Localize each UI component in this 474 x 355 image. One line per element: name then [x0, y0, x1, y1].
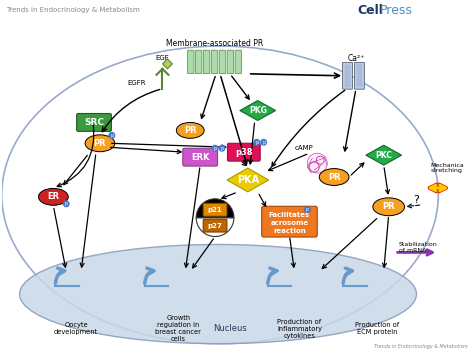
FancyBboxPatch shape — [356, 65, 362, 87]
FancyArrowPatch shape — [145, 268, 154, 283]
Text: p: p — [220, 146, 224, 151]
Wedge shape — [196, 218, 234, 236]
Text: PKG: PKG — [249, 106, 267, 115]
Text: SRC: SRC — [84, 118, 104, 127]
Polygon shape — [227, 168, 269, 192]
Text: Cell: Cell — [357, 4, 383, 17]
FancyBboxPatch shape — [227, 50, 234, 73]
Text: Stabilization
of mRNA: Stabilization of mRNA — [399, 242, 438, 253]
Wedge shape — [196, 199, 234, 218]
Text: Production of
ECM protein: Production of ECM protein — [355, 322, 399, 335]
Ellipse shape — [109, 132, 115, 139]
Text: Membrane-associated PR: Membrane-associated PR — [166, 39, 264, 48]
Text: p38: p38 — [235, 148, 253, 157]
FancyArrowPatch shape — [268, 268, 277, 283]
Ellipse shape — [38, 189, 68, 205]
Ellipse shape — [19, 245, 417, 344]
Text: Press: Press — [380, 4, 413, 17]
Text: Nucleus: Nucleus — [213, 324, 247, 333]
Text: p: p — [213, 146, 217, 151]
FancyBboxPatch shape — [343, 62, 353, 89]
FancyBboxPatch shape — [188, 50, 194, 73]
FancyBboxPatch shape — [228, 143, 260, 161]
Ellipse shape — [260, 139, 267, 146]
Text: acrosome: acrosome — [270, 220, 309, 226]
Text: p21: p21 — [208, 207, 222, 213]
FancyBboxPatch shape — [183, 148, 218, 166]
Text: Facilitates: Facilitates — [269, 212, 310, 218]
FancyBboxPatch shape — [262, 206, 317, 237]
Text: p: p — [306, 207, 309, 212]
Text: p: p — [255, 140, 258, 145]
Ellipse shape — [373, 198, 405, 216]
Text: PKC: PKC — [375, 151, 392, 160]
Text: ERK: ERK — [191, 153, 210, 162]
Ellipse shape — [63, 200, 70, 207]
FancyBboxPatch shape — [203, 50, 210, 73]
FancyBboxPatch shape — [195, 50, 202, 73]
Text: p: p — [262, 140, 265, 145]
Text: EGFR: EGFR — [127, 80, 146, 86]
Text: reaction: reaction — [273, 228, 306, 234]
Polygon shape — [240, 100, 275, 120]
Ellipse shape — [176, 122, 204, 138]
Text: cAMP: cAMP — [295, 145, 314, 151]
Text: Trends in Endocrinology & Metabolism: Trends in Endocrinology & Metabolism — [6, 7, 139, 13]
Ellipse shape — [219, 145, 226, 152]
Text: PKA: PKA — [237, 175, 259, 185]
FancyArrowPatch shape — [55, 268, 64, 283]
Text: Growth
regulation in
breast cancer
cells: Growth regulation in breast cancer cells — [155, 315, 201, 342]
Text: ER: ER — [47, 192, 59, 201]
Polygon shape — [163, 59, 173, 69]
Ellipse shape — [253, 139, 260, 146]
FancyBboxPatch shape — [345, 65, 350, 87]
Text: Trends in Endocrinology & Metabolism: Trends in Endocrinology & Metabolism — [374, 344, 468, 349]
Text: p: p — [110, 133, 113, 138]
Ellipse shape — [304, 206, 311, 213]
FancyBboxPatch shape — [203, 203, 227, 216]
FancyArrowPatch shape — [343, 268, 352, 283]
FancyBboxPatch shape — [355, 62, 365, 89]
FancyBboxPatch shape — [211, 50, 218, 73]
FancyBboxPatch shape — [219, 50, 226, 73]
FancyBboxPatch shape — [203, 219, 227, 232]
Text: Ca²⁺: Ca²⁺ — [347, 54, 365, 64]
Text: Production of
inflammatory
cytokines: Production of inflammatory cytokines — [277, 319, 322, 339]
Text: EGF: EGF — [155, 55, 169, 61]
FancyBboxPatch shape — [235, 50, 242, 73]
Text: p27: p27 — [208, 223, 222, 229]
Text: PR: PR — [383, 202, 395, 211]
Text: Oocyte
development: Oocyte development — [54, 322, 98, 335]
Text: Mechanica
stretching: Mechanica stretching — [430, 163, 464, 174]
Text: ?: ? — [413, 195, 419, 205]
Text: PR: PR — [328, 173, 340, 181]
Polygon shape — [366, 145, 401, 165]
Text: PR: PR — [94, 139, 106, 148]
Ellipse shape — [319, 169, 349, 185]
Ellipse shape — [307, 153, 327, 173]
Text: PR: PR — [184, 126, 197, 135]
Ellipse shape — [211, 145, 219, 152]
Text: p: p — [64, 201, 68, 206]
Ellipse shape — [85, 135, 115, 152]
FancyBboxPatch shape — [77, 114, 111, 131]
